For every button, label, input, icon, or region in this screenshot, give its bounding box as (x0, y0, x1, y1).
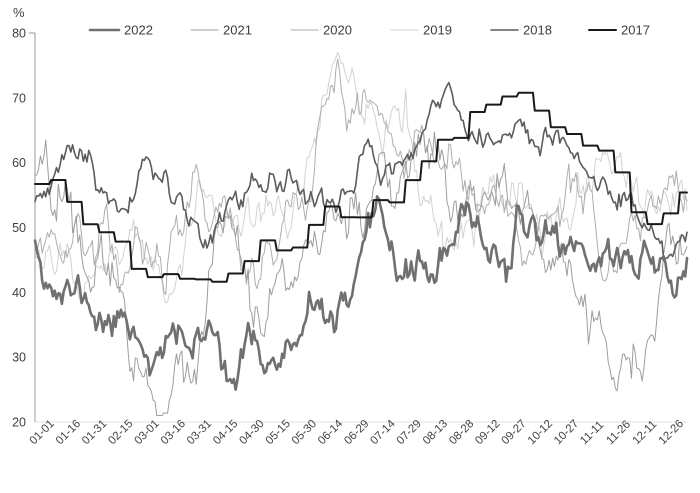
svg-text:2021: 2021 (223, 23, 252, 38)
svg-text:%: % (13, 5, 25, 20)
svg-text:2018: 2018 (523, 23, 552, 38)
svg-text:80: 80 (12, 27, 26, 41)
svg-text:2022: 2022 (124, 23, 153, 38)
svg-text:40: 40 (12, 286, 26, 300)
svg-text:2019: 2019 (423, 23, 452, 38)
svg-text:30: 30 (12, 351, 26, 365)
svg-text:20: 20 (12, 416, 26, 430)
svg-text:2020: 2020 (323, 23, 352, 38)
svg-text:2017: 2017 (621, 23, 650, 38)
svg-text:50: 50 (12, 221, 26, 235)
svg-text:70: 70 (12, 91, 26, 105)
svg-text:60: 60 (12, 156, 26, 170)
